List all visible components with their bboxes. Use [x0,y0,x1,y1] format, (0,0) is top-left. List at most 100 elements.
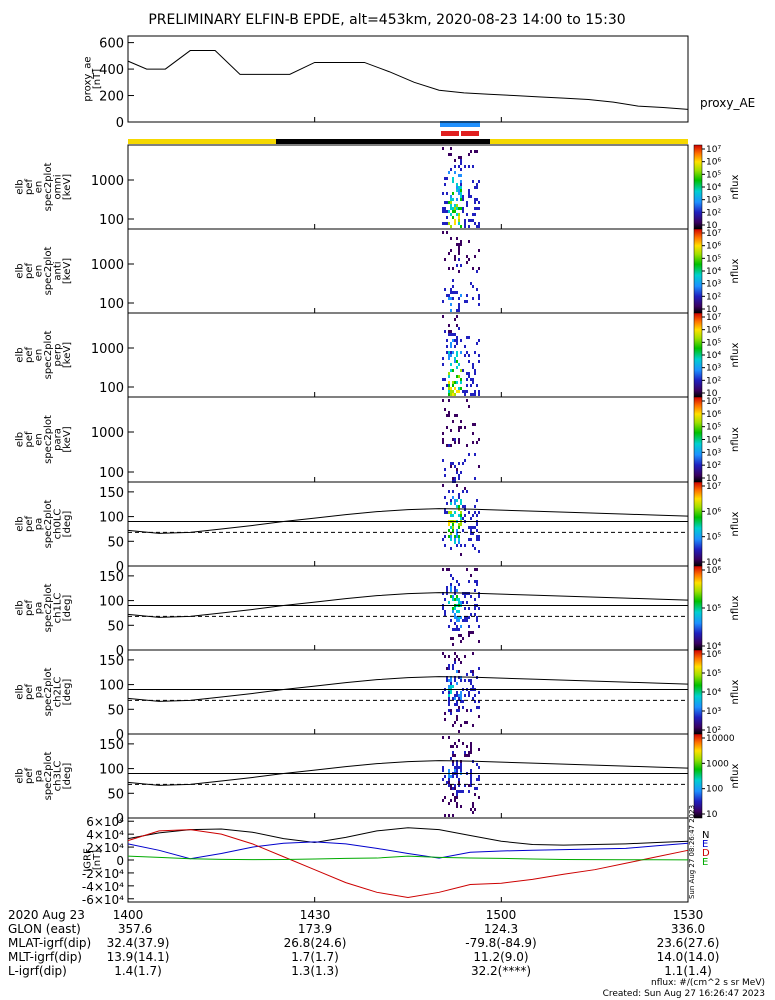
spec2plot_ch3LC-spectrogram-pixel [452,760,454,763]
spec2plot_para-spectrogram-pixel [450,462,452,465]
igrf-ytick-label-2: -2×10⁴ [82,867,124,881]
spec2plot_para-spectrogram-pixel [460,471,462,474]
spec2plot_ch1LC-spectrogram-pixel [470,613,472,616]
spec2plot_para-spectrogram-pixel [458,426,460,429]
spec2plot_ch2LC-spectrogram-pixel [474,700,476,703]
spec2plot_omni-spectrogram-pixel [460,183,462,186]
spec2plot_ch1LC-spectrogram-pixel [446,592,448,595]
spec2plot_anti-spectrogram-pixel [458,243,460,246]
spec2plot_ch3LC-spectrogram-pixel [454,754,456,757]
spec2plot_ch1LC-spectrogram-pixel [456,580,458,583]
spec2plot_ch3LC-spectrogram-pixel [462,742,464,745]
spec2plot_omni-spectrogram-pixel [442,207,444,210]
spec2plot_omni-spectrogram-pixel [476,186,478,189]
spec2plot_ch1LC-panel: 050100150elbpefpaspec2plotch1LC[deg]10⁴1… [14,565,741,659]
spec2plot_ch0LC-ylabel-line-2: pa [33,518,44,530]
spec2plot_ch3LC-spectrogram-pixel [448,736,450,739]
units-note: nflux: #/(cm^2 s sr MeV) [651,978,765,988]
spec2plot_perp-spectrogram-pixel [452,369,454,372]
spec2plot_ch2LC-cb-ticklabel-4: 10⁶ [706,650,721,660]
row-label-lshell: L-igrf(dip) [8,964,67,978]
spec2plot_ch2LC-spectrogram-pixel [450,691,452,694]
spec2plot_para-spectrogram-pixel [458,462,460,465]
spec2plot_anti-ylabel-line-0: elb [14,263,25,278]
spec2plot_anti-spectrogram-pixel [458,309,460,312]
spec2plot_ch3LC-spectrogram-pixel [464,751,466,754]
spec2plot_omni-spectrogram-pixel [458,156,460,159]
spec2plot_omni-spectrogram-pixel [454,165,456,168]
spec2plot_para-spectrogram-pixel [458,441,460,444]
spec2plot_omni-spectrogram-pixel [450,201,452,204]
spec2plot_omni-spectrogram-pixel [460,207,462,210]
spec2plot_ch2LC-spectrogram-pixel [456,670,458,673]
row-label-date: 2020 Aug 23 [8,908,85,922]
spec2plot_ch3LC-spectrogram-pixel [448,778,450,781]
spec2plot_ch3LC-spectrogram-pixel [476,763,478,766]
spec2plot_ch2LC-spectrogram-pixel [458,694,460,697]
spec2plot_ch0LC-spectrogram-pixel [462,505,464,508]
spec2plot_ch2LC-spectrogram-pixel [448,664,450,667]
spec2plot_ch1LC-spectrogram-pixel [452,598,454,601]
spec2plot_para-ytick-label-1: 1000 [91,426,124,441]
row-label-glon: GLON (east) [8,922,81,936]
spec2plot_anti-ylabel-line-5: [keV] [62,258,73,284]
spec2plot_perp-spectrogram-pixel [450,393,452,396]
spec2plot_ch0LC-spectrogram-pixel [474,511,476,514]
spec2plot_ch0LC-cb-ticklabel-2: 10⁶ [706,507,721,517]
spec2plot_omni-spectrogram-pixel [468,153,470,156]
spec2plot_anti-spectrogram-pixel [478,267,480,270]
spec2plot_ch3LC-spectrogram-pixel [454,799,456,802]
spec2plot_perp-cb-ticklabel-0: 10 [706,389,718,399]
spec2plot_ch0LC-loss-cone-line [127,508,689,534]
igrf-legend-0: N [702,830,709,841]
spec2plot_ch2LC-spectrogram-pixel [472,652,474,655]
spec2plot_ch0LC-spectrogram-pixel [478,550,480,553]
spec2plot_ch2LC-spectrogram-pixel [450,709,452,712]
spec2plot_ch3LC-spectrogram-pixel [456,805,458,808]
spec2plot_ch1LC-loss-cone-line [127,592,689,618]
spec2plot_para-spectrogram-pixel [444,468,446,471]
spec2plot_ch1LC-cb-ticklabel-1: 10⁵ [706,604,721,614]
spec2plot_perp-spectrogram-pixel [448,354,450,357]
spec2plot_omni-spectrogram-pixel [456,207,458,210]
spec2plot_ch0LC-spectrogram-pixel [454,535,456,538]
spec2plot_ch1LC-spectrogram-pixel [452,595,454,598]
mlt-3: 14.0(14.0) [657,950,720,964]
spec2plot_omni-spectrogram-pixel [460,192,462,195]
spec2plot_ch3LC-ylabel-line-2: pa [33,770,44,782]
time-1400: 1400 [113,908,144,922]
spec2plot_ch2LC-spectrogram-pixel [468,679,470,682]
time-1530: 1530 [673,908,704,922]
spec2plot_perp-spectrogram-pixel [454,357,456,360]
spec2plot_ch2LC-spectrogram-pixel [456,682,458,685]
spec2plot_ch0LC-spectrogram-pixel [456,544,458,547]
spec2plot_ch2LC-spectrogram-pixel [450,679,452,682]
spec2plot_ch1LC-spectrogram-pixel [472,631,474,634]
spec2plot_perp-spectrogram-pixel [448,393,450,396]
spec2plot_omni-ytick-label-1: 1000 [91,174,124,189]
spec2plot_ch0LC-spectrogram-pixel [462,490,464,493]
spec2plot_ch0LC-spectrogram-pixel [460,553,462,556]
spec2plot_ch3LC-spectrogram-pixel [472,811,474,814]
spec2plot_omni-spectrogram-pixel [444,201,446,204]
spec2plot_ch1LC-spectrogram-pixel [478,640,480,643]
spec2plot_para-spectrogram-pixel [442,432,444,435]
spec2plot_omni-spectrogram-pixel [468,195,470,198]
sunlit-bar-left [128,139,276,144]
spec2plot_omni-spectrogram-pixel [446,222,448,225]
spec2plot_ch0LC-ytick-label-0: 0 [116,560,124,575]
spec2plot_perp-colorbar [693,312,703,398]
spec2plot_ch2LC-spectrogram-pixel [456,700,458,703]
spec2plot_ch0LC-spectrogram-pixel [478,535,480,538]
glon-3: 336.0 [671,922,705,936]
spec2plot_ch1LC-spectrogram-pixel [468,631,470,634]
spec2plot_ch0LC-spectrogram-pixel [452,523,454,526]
spec2plot_perp-spectrogram-pixel [464,354,466,357]
spec2plot_ch2LC-colorbar [693,649,703,735]
spec2plot_ch3LC-spectrogram-pixel [476,778,478,781]
spec2plot_para-ylabel-line-5: [keV] [62,426,73,452]
spec2plot_para-spectrogram-pixel [460,420,462,423]
spec2plot_para-spectrogram-pixel [456,414,458,417]
spec2plot_ch0LC-spectrogram-pixel [452,496,454,499]
spec2plot_ch0LC-spectrogram-pixel [454,511,456,514]
